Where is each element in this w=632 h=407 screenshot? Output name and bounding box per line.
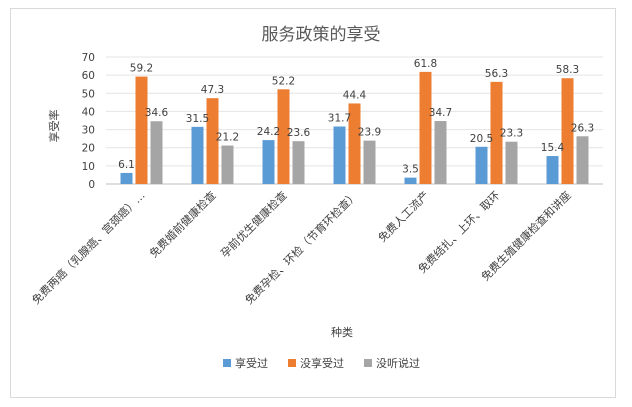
legend-swatch xyxy=(364,359,372,367)
bar xyxy=(419,71,432,184)
category-label: 免费人工流产 xyxy=(375,188,432,245)
data-label: 34.6 xyxy=(145,107,169,119)
legend-swatch xyxy=(223,359,231,367)
data-label: 47.3 xyxy=(201,84,224,96)
data-label: 20.5 xyxy=(470,133,493,145)
data-label: 6.1 xyxy=(118,159,135,171)
y-tick-label: 0 xyxy=(88,179,95,191)
data-label: 23.6 xyxy=(287,127,311,139)
chart-title: 服务政策的享受 xyxy=(262,25,381,45)
bar xyxy=(576,136,589,184)
data-label: 59.2 xyxy=(130,63,153,75)
data-label: 31.7 xyxy=(328,112,351,124)
data-label: 58.3 xyxy=(556,64,579,76)
bar xyxy=(292,141,305,184)
bars xyxy=(120,71,589,184)
bar xyxy=(546,156,559,184)
y-tick-label: 40 xyxy=(82,106,95,118)
data-label: 52.2 xyxy=(272,75,295,87)
bar xyxy=(262,140,275,184)
bar-chart: 服务政策的享受 享受率 种类 0 10 20 30 40 50 60 70 6.1 59.2 34… xyxy=(29,25,603,370)
bar xyxy=(135,76,148,184)
legend-label: 没享受过 xyxy=(300,356,344,370)
data-label: 61.8 xyxy=(414,58,437,70)
data-labels: 6.1 59.2 34.6 31.5 47.3 21.2 24.2 52.2 23.6 31.7 4… xyxy=(118,58,594,176)
data-label: 26.3 xyxy=(571,122,594,134)
data-label: 31.5 xyxy=(186,113,209,125)
data-label: 23.9 xyxy=(358,127,381,139)
category-label: 孕前优生健康检查 xyxy=(217,188,289,260)
y-tick-label: 20 xyxy=(82,143,95,155)
x-axis-title: 种类 xyxy=(331,325,353,339)
data-label: 24.2 xyxy=(257,126,280,138)
bar xyxy=(120,172,133,184)
bar xyxy=(150,121,163,184)
bar xyxy=(561,78,574,184)
y-tick-label: 60 xyxy=(82,70,95,82)
y-tick-label: 10 xyxy=(82,161,95,173)
y-tick-label: 50 xyxy=(82,88,95,100)
y-axis-ticks: 0 10 20 30 40 50 60 70 xyxy=(82,52,95,191)
y-axis-title: 享受率 xyxy=(47,110,61,143)
bar xyxy=(475,146,488,184)
legend-swatch xyxy=(288,359,296,367)
category-label: 免费两癌（乳腺癌、宫颈癌）… xyxy=(29,188,148,307)
bar xyxy=(363,140,376,184)
data-label: 56.3 xyxy=(485,68,508,80)
bar xyxy=(333,126,346,184)
data-label: 15.4 xyxy=(541,142,565,154)
y-tick-label: 70 xyxy=(82,52,95,64)
category-labels: 免费两癌（乳腺癌、宫颈癌）… 免费婚前健康检查 孕前优生健康检查免费孕检、环检（节育… xyxy=(29,188,574,307)
y-tick-label: 30 xyxy=(82,125,95,137)
data-label: 34.7 xyxy=(429,107,452,119)
legend-label: 没听说过 xyxy=(376,356,420,370)
bar xyxy=(191,126,204,184)
chart-frame: 服务政策的享受 享受率 种类 0 10 20 30 40 50 60 70 6.1 59.2 34… xyxy=(10,8,616,398)
legend: 享受过 没享受过 没听说过 xyxy=(223,356,420,370)
bar xyxy=(490,81,503,184)
legend-label: 享受过 xyxy=(235,356,268,370)
bar xyxy=(505,141,518,184)
category-label: 免费孕检、环检（节育环检查） xyxy=(242,188,361,307)
data-label: 23.3 xyxy=(500,128,523,140)
data-label: 3.5 xyxy=(402,164,419,176)
bar xyxy=(404,177,417,184)
bar xyxy=(348,103,361,184)
data-label: 21.2 xyxy=(216,132,239,144)
bar xyxy=(221,145,234,184)
data-label: 44.4 xyxy=(343,89,367,101)
bar xyxy=(206,98,219,184)
category-label: 免费婚前健康检查 xyxy=(146,188,218,260)
bar xyxy=(277,89,290,184)
bar xyxy=(434,121,447,184)
